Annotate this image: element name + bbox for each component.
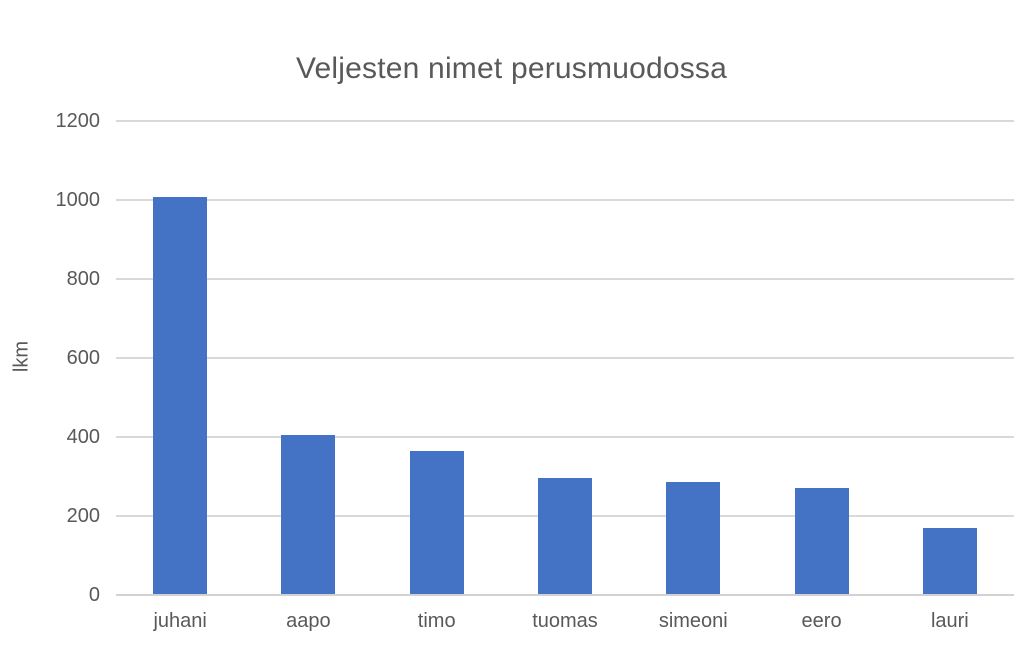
chart-title: Veljesten nimet perusmuodossa <box>295 52 728 85</box>
bar-aapo <box>281 435 336 595</box>
y-axis-tick-label: 1200 <box>55 110 101 132</box>
gridline <box>116 357 1014 359</box>
plot-area <box>116 120 1014 596</box>
x-axis-label-aapo: aapo <box>286 610 331 632</box>
bar-eero <box>794 488 849 595</box>
gridline <box>116 199 1014 201</box>
x-axis-label-tuomas: tuomas <box>532 610 598 632</box>
bar-simeoni <box>666 482 721 595</box>
bar-tuomas <box>538 477 592 595</box>
gridline <box>116 436 1014 438</box>
y-axis-tick-label: 400 <box>66 426 100 448</box>
y-axis-tick-label: 0 <box>88 584 100 606</box>
y-axis-tick-label: 200 <box>66 505 100 527</box>
gridline <box>116 120 1014 122</box>
bar-lauri <box>922 527 977 595</box>
bar-timo <box>409 450 464 595</box>
y-axis-tick-label: 600 <box>66 347 100 369</box>
bar-juhani <box>153 196 208 595</box>
x-axis-label-eero: eero <box>801 610 842 632</box>
x-axis-label-simeoni: simeoni <box>658 610 728 632</box>
y-axis-tick-label: 1000 <box>55 189 101 211</box>
x-axis-label-timo: timo <box>417 610 456 632</box>
y-axis-tick-label: 800 <box>66 268 100 290</box>
gridline <box>116 278 1014 280</box>
x-axis-line <box>116 594 1014 596</box>
x-axis-label-lauri: lauri <box>930 610 969 632</box>
x-axis-label-juhani: juhani <box>153 610 207 632</box>
